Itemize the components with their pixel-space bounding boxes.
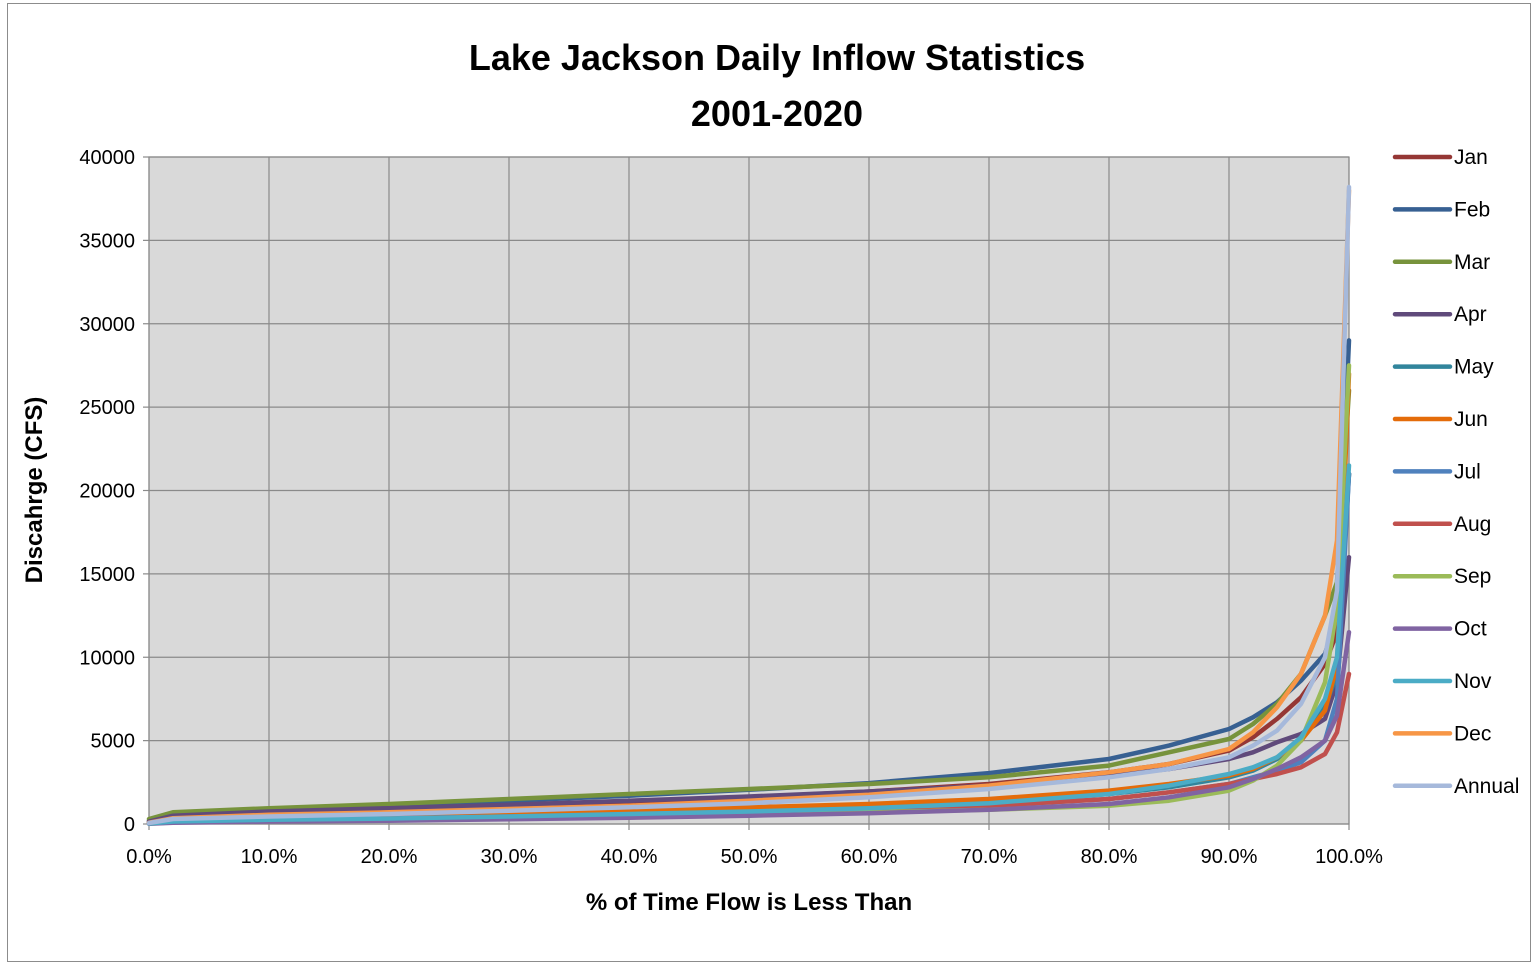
legend-label: Jul — [1454, 460, 1481, 483]
legend-item-mar: Mar — [1392, 251, 1490, 274]
y-tick-label: 0 — [124, 814, 135, 836]
x-tick-label: 70.0% — [961, 846, 1018, 868]
x-axis-title: % of Time Flow is Less Than — [586, 889, 912, 916]
x-tick-label: 90.0% — [1201, 846, 1258, 868]
x-tick-label: 0.0% — [126, 846, 172, 868]
series-line-annual — [146, 184, 1352, 826]
legend-label: Mar — [1454, 251, 1490, 274]
legend-item-jul: Jul — [1392, 460, 1481, 483]
legend-item-sep: Sep — [1392, 565, 1491, 588]
y-tick-label: 40000 — [79, 147, 135, 169]
legend-label: May — [1454, 356, 1494, 379]
legend-label: Aug — [1454, 513, 1491, 536]
legend-item-jun: Jun — [1392, 408, 1488, 431]
x-tick-label: 40.0% — [601, 846, 658, 868]
legend-label: Oct — [1454, 618, 1487, 641]
chart-subtitle: 2001-2020 — [691, 93, 863, 134]
legend-item-jan: Jan — [1392, 146, 1488, 169]
x-tick-label: 60.0% — [841, 846, 898, 868]
legend-label: Nov — [1454, 670, 1492, 693]
x-tick-label: 100.0% — [1315, 846, 1383, 868]
legend-label: Apr — [1454, 303, 1487, 326]
y-axis-title: Discahrge (CFS) — [21, 397, 48, 584]
legend-label: Jan — [1454, 146, 1488, 169]
legend-item-oct: Oct — [1392, 618, 1487, 641]
x-tick-label: 20.0% — [361, 846, 418, 868]
y-tick-label: 10000 — [79, 647, 135, 669]
x-tick-label: 30.0% — [481, 846, 538, 868]
y-tick-label: 35000 — [79, 230, 135, 252]
x-tick-label: 10.0% — [241, 846, 298, 868]
series-line-nov — [146, 463, 1352, 826]
series-lines — [146, 184, 1352, 826]
legend: Jan Feb Mar Apr May Jun Jul Aug Sep Oct Nov Dec Annu… — [1392, 146, 1519, 798]
x-tick-label: 50.0% — [721, 846, 778, 868]
y-tick-label: 5000 — [91, 731, 136, 753]
legend-item-feb: Feb — [1392, 198, 1490, 221]
y-tick-label: 30000 — [79, 314, 135, 336]
y-tick-label: 15000 — [79, 564, 135, 586]
legend-label: Feb — [1454, 198, 1490, 221]
legend-label: Annual — [1454, 775, 1519, 798]
y-tick-label: 20000 — [79, 481, 135, 503]
legend-label: Dec — [1454, 722, 1491, 745]
legend-item-annual: Annual — [1392, 775, 1519, 798]
x-tick-label: 80.0% — [1081, 846, 1138, 868]
legend-label: Sep — [1454, 565, 1491, 588]
legend-item-dec: Dec — [1392, 722, 1491, 745]
legend-item-aug: Aug — [1392, 513, 1491, 536]
chart-title: Lake Jackson Daily Inflow Statistics — [469, 37, 1085, 78]
legend-item-may: May — [1392, 356, 1494, 379]
y-tick-label: 25000 — [79, 397, 135, 419]
legend-item-nov: Nov — [1392, 670, 1492, 693]
gridlines — [143, 156, 1350, 830]
tick-labels: 0 5000 10000 15000 20000 25000 30000 35000 40000… — [79, 147, 1383, 868]
legend-label: Jun — [1454, 408, 1488, 431]
legend-item-apr: Apr — [1392, 303, 1487, 326]
